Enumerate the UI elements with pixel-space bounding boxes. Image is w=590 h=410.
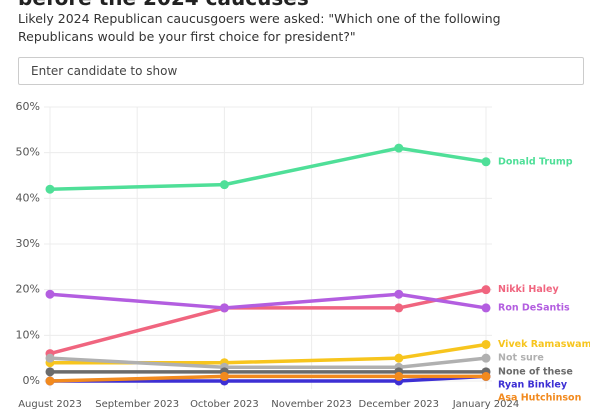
series-line (49, 146, 487, 191)
data-point (219, 371, 229, 381)
data-point (45, 184, 55, 194)
data-point (219, 303, 229, 313)
data-point (45, 376, 55, 386)
series-line (49, 374, 486, 383)
x-tick-label: December 2023 (359, 399, 439, 410)
data-point (481, 157, 491, 167)
y-tick-label: 60% (16, 100, 40, 113)
data-point (394, 303, 404, 313)
candidate-search[interactable]: Enter candidate to show (18, 57, 584, 85)
legend-label: Ryan Binkley (498, 379, 568, 390)
legend-label: Ron DeSantis (498, 302, 570, 313)
data-point (481, 303, 491, 313)
data-point (45, 289, 55, 299)
y-tick-label: 20% (16, 283, 40, 296)
data-point (394, 289, 404, 299)
data-point (45, 353, 55, 363)
data-point (481, 353, 491, 363)
data-point (394, 371, 404, 381)
legend-label: Asa Hutchinson (498, 392, 582, 403)
legend-label: Vivek Ramaswamy (498, 339, 590, 350)
x-tick-label: September 2023 (95, 399, 179, 410)
legend-label: Donald Trump (498, 156, 573, 167)
y-tick-label: 40% (16, 191, 40, 204)
data-point (45, 367, 55, 377)
data-point (394, 353, 404, 363)
legend-label: None of these (498, 366, 573, 377)
y-tick-label: 0% (23, 374, 40, 387)
y-tick-label: 30% (16, 237, 40, 250)
series-line (49, 287, 487, 356)
legend-label: Nikki Haley (498, 284, 559, 295)
y-tick-label: 10% (16, 328, 40, 341)
chart-subtitle: Likely 2024 Republican caucusgoers were … (18, 11, 501, 44)
chart-title: before the 2024 caucuses (18, 0, 309, 10)
data-point (219, 180, 229, 190)
x-tick-label: August 2023 (18, 399, 82, 410)
data-point (481, 339, 491, 349)
x-tick-label: November 2023 (271, 399, 352, 410)
series-line (49, 292, 487, 310)
series-line (49, 356, 487, 370)
data-point (394, 143, 404, 153)
series-line (50, 374, 487, 383)
legend-label: Not sure (498, 353, 544, 364)
x-tick-label: October 2023 (190, 399, 259, 410)
data-point (481, 371, 491, 381)
y-tick-label: 50% (16, 146, 40, 159)
data-point (481, 285, 491, 295)
x-tick-label: January 2024 (452, 399, 520, 410)
